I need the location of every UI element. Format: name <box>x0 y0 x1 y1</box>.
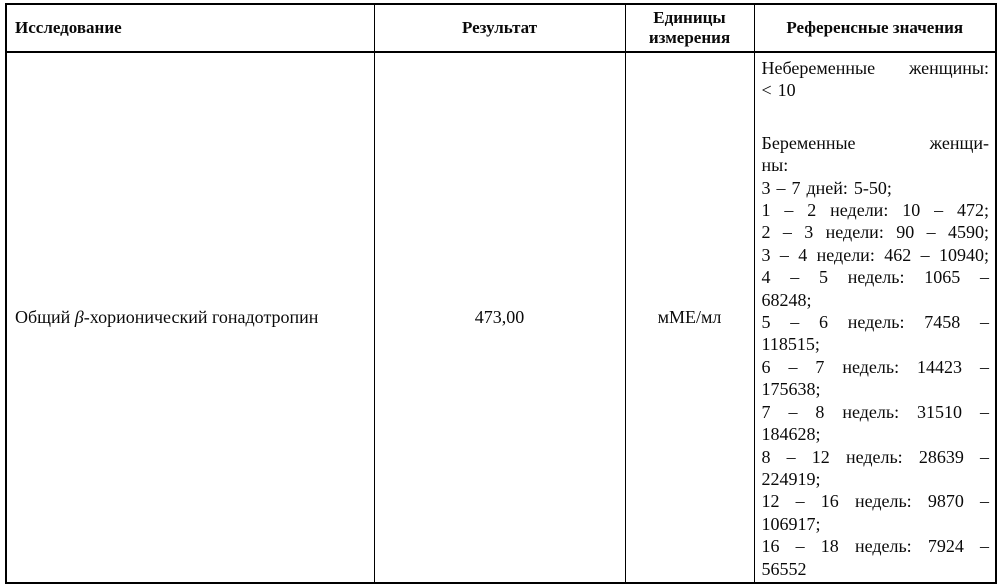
reference-line: Небеременные женщины: <box>761 58 990 78</box>
reference-line: 224919; <box>761 468 821 489</box>
test-name-cell: Общий β-хорионический гонадотропин <box>5 51 375 584</box>
reference-line: 106917; <box>761 513 821 534</box>
reference-line: 5 – 6 недель: 7458 – <box>761 312 990 333</box>
result-value-cell: 473,00 <box>373 51 626 584</box>
header-row: Исследование Результат Единицы измерения… <box>5 3 997 53</box>
reference-line: 3 – 7 дней: 5-50; <box>761 177 892 198</box>
results-table: Исследование Результат Единицы измерения… <box>5 3 997 584</box>
reference-line: 4 – 5 недель: 1065 – <box>761 267 990 288</box>
reference-line: Беременные женщи- <box>761 132 990 153</box>
reference-line: 184628; <box>761 424 821 445</box>
reference-line: 1 – 2 недели: 10 – 472; <box>761 200 990 221</box>
header-units: Единицы измерения <box>624 3 755 53</box>
header-test: Исследование <box>5 3 375 53</box>
reference-line: 68248; <box>761 289 812 310</box>
reference-line: 8 – 12 недель: 28639 – <box>761 446 990 467</box>
reference-spacer <box>762 102 990 132</box>
reference-line: 16 – 18 недель: 7924 – <box>761 536 990 557</box>
reference-line: ны: <box>761 155 789 176</box>
reference-line: 6 – 7 недель: 14423 – <box>761 356 990 377</box>
reference-line: 56552 <box>761 558 807 579</box>
test-name-prefix: Общий <box>15 306 75 327</box>
test-name-suffix: -хорионический гонадотропин <box>83 306 319 327</box>
header-result: Результат <box>373 3 626 53</box>
reference-line: 3 – 4 недели: 462 – 10940; <box>761 244 990 265</box>
reference-lines: Небеременные женщины: < 10 Беременные женщ… <box>762 57 990 580</box>
reference-line: 118515; <box>761 334 820 355</box>
units-cell: мМЕ/мл <box>624 51 755 584</box>
reference-line: 175638; <box>761 379 821 400</box>
reference-line: 7 – 8 недель: 31510 – <box>761 401 990 422</box>
reference-line: < 10 <box>761 80 796 101</box>
reference-line: 2 – 3 недели: 90 – 4590; <box>761 222 990 243</box>
header-reference: Референсные значения <box>753 3 997 53</box>
result-row: Общий β-хорионический гонадотропин 473,0… <box>5 51 997 584</box>
beta-symbol: β <box>74 306 84 327</box>
reference-line: 12 – 16 недель: 9870 – <box>761 491 990 512</box>
reference-values-cell: Небеременные женщины: < 10 Беременные женщ… <box>753 51 997 584</box>
